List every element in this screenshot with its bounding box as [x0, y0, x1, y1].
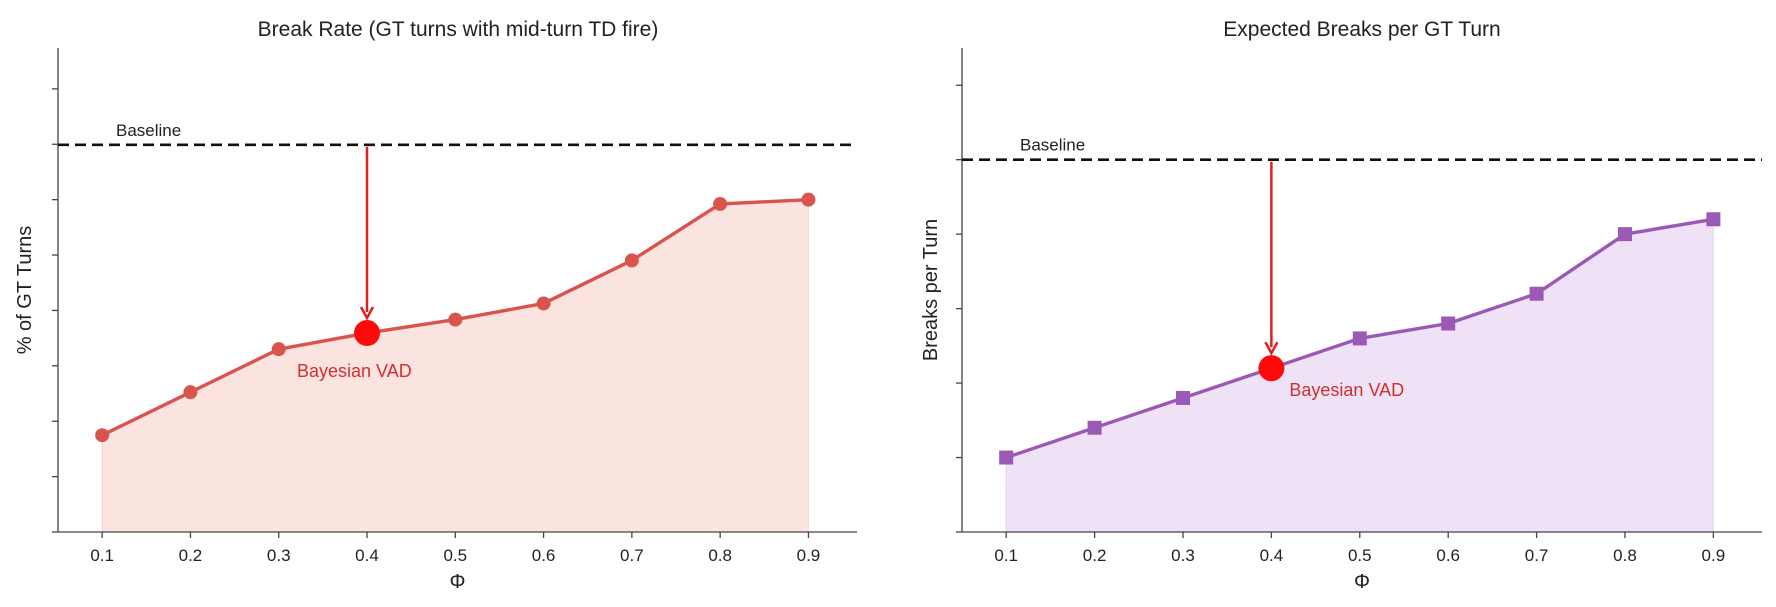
chart-panel-expected-breaks: Expected Breaks per GT Turn 0.1 0.2 0.3 0.4 0…: [920, 18, 1762, 593]
x-tick-label: 0.1: [994, 546, 1018, 565]
data-point: [624, 253, 639, 268]
x-tick-label: 0.7: [1525, 546, 1549, 565]
y-axis-label: Breaks per Turn: [920, 219, 942, 361]
x-tick-label: 0.4: [1260, 546, 1284, 565]
data-point: [999, 450, 1014, 465]
data-point: [271, 342, 286, 357]
data-point: [95, 428, 110, 443]
x-axis-label: Φ: [1354, 571, 1370, 593]
baseline-label: Baseline: [116, 121, 181, 140]
data-point: [801, 192, 816, 207]
x-tick-label: 0.8: [1613, 546, 1637, 565]
x-tick-label: 0.6: [1436, 546, 1460, 565]
data-point: [448, 312, 463, 327]
data-point: [1706, 212, 1721, 227]
x-tick-label: 0.5: [443, 546, 467, 565]
x-tick-label: 0.8: [708, 546, 732, 565]
data-point: [183, 385, 198, 400]
x-tick-label: 0.1: [90, 546, 114, 565]
data-point: [1441, 316, 1456, 331]
x-tick-label: 0.6: [532, 546, 556, 565]
x-tick-label: 0.7: [620, 546, 644, 565]
x-tick-label: 0.2: [179, 546, 203, 565]
x-tick-label: 0.5: [1348, 546, 1372, 565]
area-fill: [1005, 218, 1714, 533]
x-tick-label: 0.3: [1171, 546, 1195, 565]
baseline-label: Baseline: [1020, 136, 1085, 155]
area-fill: [101, 199, 809, 533]
chart-title: Break Rate (GT turns with mid-turn TD fi…: [258, 18, 659, 41]
x-tick-label: 0.3: [267, 546, 291, 565]
highlight-point: [1258, 355, 1285, 382]
x-tick-label: 0.4: [355, 546, 379, 565]
x-tick-label: 0.9: [797, 546, 821, 565]
data-point: [1617, 227, 1632, 242]
highlight-point: [354, 320, 381, 347]
data-point: [1352, 331, 1367, 346]
highlight-arrowhead: [1264, 341, 1279, 356]
data-point: [1175, 390, 1190, 405]
x-tick-label: 0.2: [1083, 546, 1107, 565]
data-point: [713, 196, 728, 211]
data-point: [1087, 420, 1102, 435]
highlight-label: Bayesian VAD: [1289, 380, 1404, 400]
y-axis-label: % of GT Turns: [14, 226, 36, 355]
x-axis-label: Φ: [450, 571, 466, 593]
chart-panel-break-rate: Break Rate (GT turns with mid-turn TD fi…: [14, 18, 857, 593]
chart-title: Expected Breaks per GT Turn: [1223, 18, 1500, 41]
data-point: [1529, 286, 1544, 301]
x-tick-label: 0.9: [1702, 546, 1726, 565]
highlight-label: Bayesian VAD: [297, 361, 412, 381]
data-point: [536, 296, 551, 311]
highlight-arrowhead: [359, 306, 375, 321]
